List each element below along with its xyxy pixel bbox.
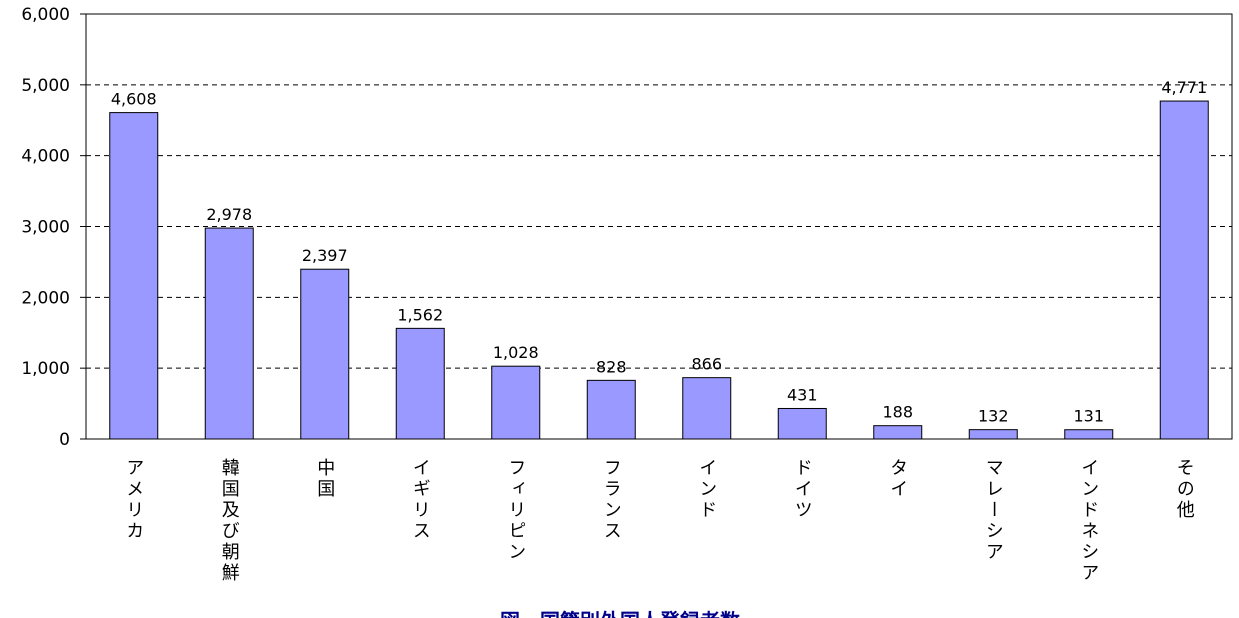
data-label: 828 [596,357,627,376]
data-label: 431 [787,385,818,404]
chart-title: 図 国籍別外国人登録者数 [500,609,741,618]
data-label: 4,771 [1161,78,1207,97]
plot-frame [85,13,1233,440]
bar [1064,429,1114,440]
x-tick-label: タイ [887,458,908,500]
x-tick-label: ドイツ [792,458,813,521]
x-tick-label: インド [696,458,717,521]
y-tick-label: 6,000 [21,5,70,25]
x-tick-label: 中国 [314,458,335,500]
bar [777,407,827,440]
y-tick-label: 2,000 [21,288,70,308]
x-tick-label: アメリカ [123,458,144,542]
data-label: 132 [978,407,1009,426]
data-label: 188 [882,403,913,422]
y-tick-label: 1,000 [21,359,70,379]
bar [491,365,541,440]
bar [968,429,1018,440]
data-label: 131 [1073,407,1104,426]
y-tick-label: 5,000 [21,76,70,96]
x-tick-label: その他 [1174,458,1195,521]
data-label: 866 [691,355,722,374]
x-tick-label: フランス [601,458,622,542]
bar [586,379,636,440]
x-tick-label: マレーシア [983,458,1004,563]
data-label: 1,028 [493,343,539,362]
y-tick-label: 3,000 [21,218,70,238]
bar [682,377,732,440]
bar [395,327,445,440]
x-tick-label: 韓国及び朝鮮 [219,458,240,584]
data-label: 2,978 [206,205,252,224]
x-tick-label: イギリス [410,458,431,542]
y-tick-label: 0 [59,430,70,450]
bar [204,227,254,440]
bar [300,268,350,440]
y-tick-label: 4,000 [21,147,70,167]
x-tick-label: フィリピン [505,458,526,563]
data-label: 2,397 [302,246,348,265]
bar [109,112,159,440]
data-label: 4,608 [111,90,157,109]
data-label: 1,562 [397,305,443,324]
x-tick-label: インドネシア [1078,458,1099,584]
bar [873,425,923,440]
bar [1159,100,1209,440]
